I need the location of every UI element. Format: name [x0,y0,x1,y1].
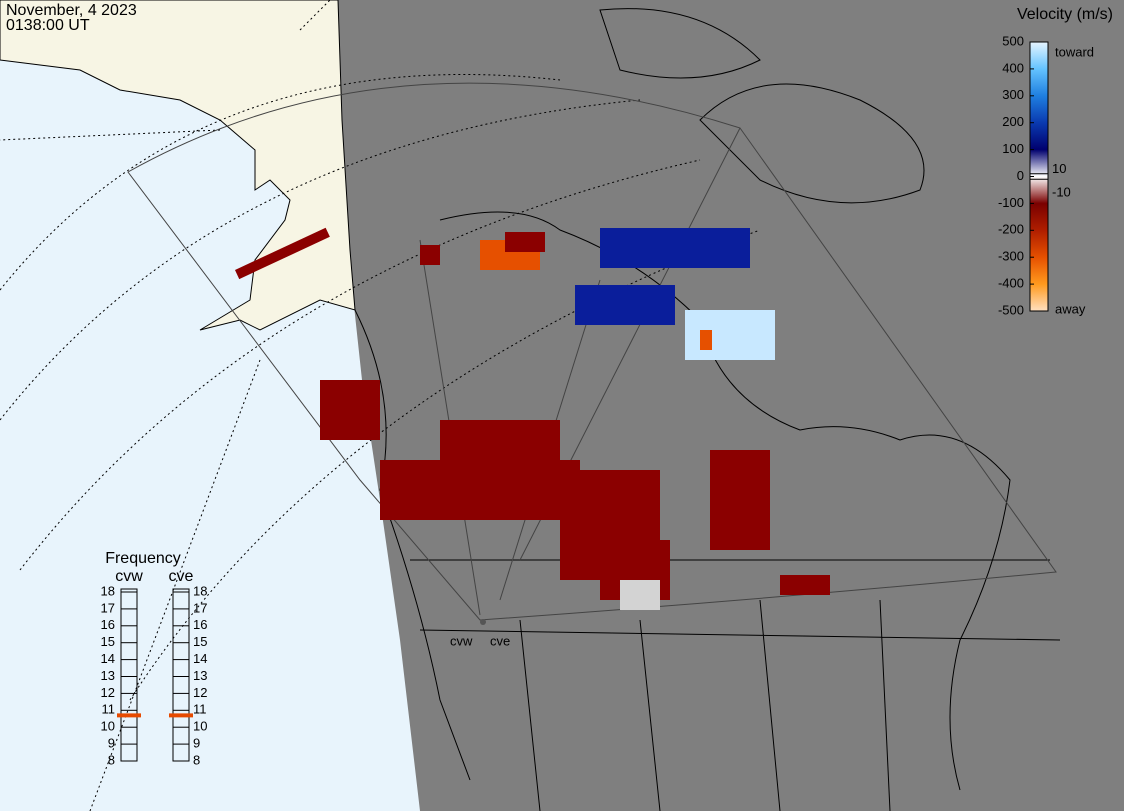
velocity-tick-label: 200 [1002,114,1024,129]
velocity-tick-label: 400 [1002,60,1024,75]
frequency-tick-label: 12 [193,685,207,700]
frequency-tick-label: 16 [101,617,115,632]
radar-label: cve [490,633,510,648]
frequency-tick-label: 9 [108,736,115,751]
velocity-tick-label: 0 [1017,168,1024,183]
coastlines [354,8,1061,811]
radar-site [480,619,486,625]
velocity-tick-label: -300 [998,249,1024,264]
time: 0138:00 UT [6,17,90,34]
velocity-cells [234,227,830,610]
night-side [335,0,1124,811]
inner-tick-label: -10 [1052,185,1071,200]
latitude-lines [0,0,761,811]
frequency-tick-label: 14 [193,651,207,666]
away-label: away [1055,301,1086,316]
date: November, 4 2023 [6,2,137,19]
frequency-title: Frequency [105,550,181,567]
frequency-tick-label: 17 [101,600,115,615]
frequency-tick-label: 15 [101,634,115,649]
frequency-tick-label: 17 [193,600,207,615]
velocity-tick-label: -100 [998,195,1024,210]
inner-tick-label: 10 [1052,161,1066,176]
frequency-tick-label: 10 [193,719,207,734]
velocity-tick-label: 500 [1002,33,1024,48]
frequency-tick-label: 8 [108,752,115,767]
frequency-tick-label: 10 [101,719,115,734]
frequency-tick-label: 13 [101,668,115,683]
frequency-tick-label: 12 [101,685,115,700]
velocity-tick-label: -500 [998,302,1024,317]
frequency-tick-label: 11 [102,702,116,717]
radar-label: cvw [450,633,473,648]
frequency-tick-label: 11 [193,702,207,717]
frequency-tick-label: 14 [101,651,115,666]
frequency-tick-label: 13 [193,668,207,683]
velocity-tick-label: 100 [1002,141,1024,156]
radar-name: cve [169,568,194,585]
frequency-tick-label: 16 [193,617,207,632]
frequency-tick-label: 8 [193,752,200,767]
toward-label: toward [1055,44,1094,59]
frequency-tick-label: 15 [193,634,207,649]
alaska-landmass [0,0,356,331]
frequency-tick-label: 18 [101,583,115,598]
velocity-tick-label: -400 [998,276,1024,291]
frequency-tick-label: 18 [193,583,207,598]
velocity-tick-label: 300 [1002,87,1024,102]
velocity-tick-label: -200 [998,222,1024,237]
velocity-title: Velocity (m/s) [1017,6,1113,23]
frequency-tick-label: 9 [193,736,200,751]
radar-name: cvw [115,568,143,585]
